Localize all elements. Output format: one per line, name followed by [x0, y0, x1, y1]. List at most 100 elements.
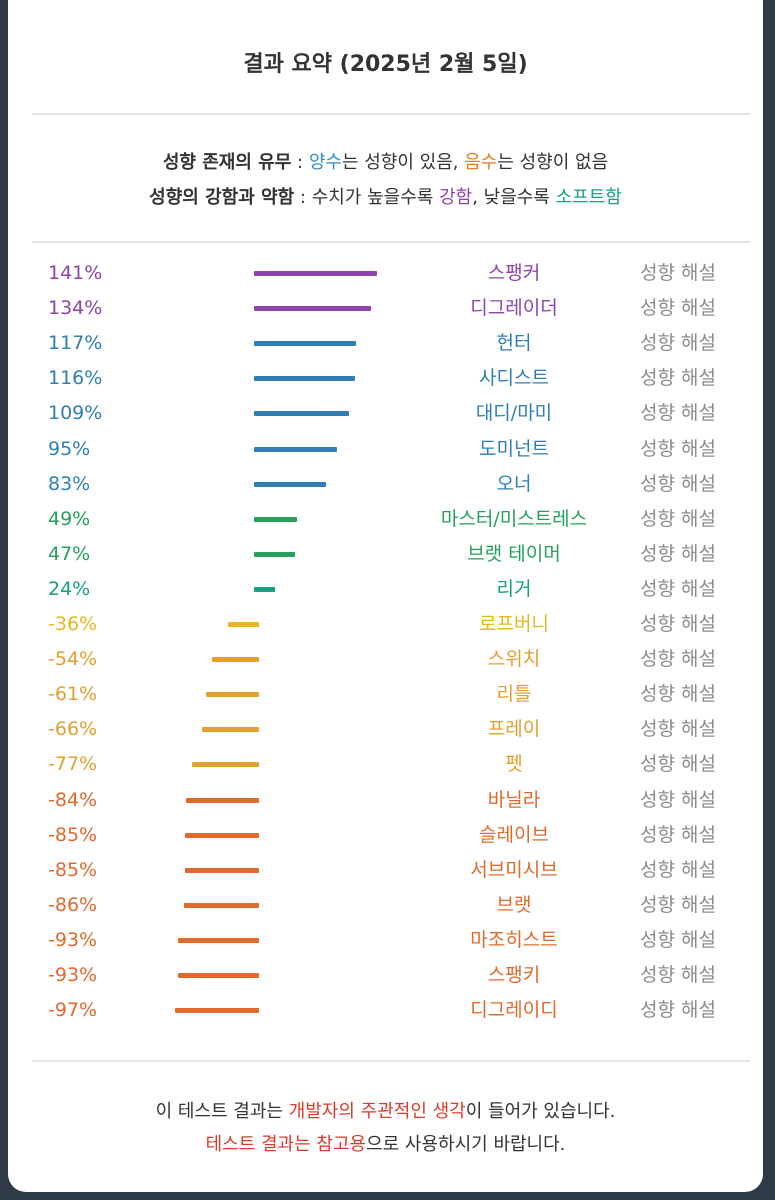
legend-strong-word: 강함: [439, 187, 473, 208]
bar: [254, 446, 337, 452]
legend-sep: :: [294, 187, 312, 208]
bar: [254, 551, 295, 557]
category-label: 바닐라: [487, 788, 541, 811]
value-label: -36%: [48, 613, 98, 635]
legend-soft-word: 소프트함: [555, 187, 622, 208]
value-label: -84%: [48, 788, 98, 811]
category-label: 스팽키: [487, 964, 541, 986]
value-label: 24%: [48, 577, 91, 600]
disclaimer-text: 이 들어가 있습니다.: [465, 1101, 616, 1122]
value-label: 117%: [48, 332, 103, 355]
bar: [178, 973, 259, 978]
explanation-link[interactable]: 성향 해설: [640, 577, 716, 600]
disclaimer-highlight: 테스트 결과는 참고용: [205, 1134, 367, 1155]
explanation-link[interactable]: 성향 해설: [640, 823, 716, 846]
explanation-link[interactable]: 성향 해설: [640, 788, 716, 811]
bar: [254, 411, 349, 417]
legend-negative-text: 는 성향이 없음: [497, 152, 609, 173]
bar: [254, 271, 377, 276]
bar: [254, 376, 355, 382]
explanation-link[interactable]: 성향 해설: [640, 437, 716, 460]
disclaimer-line-1: 이 테스트 결과는 개발자의 주관적인 생각이 들어가 있습니다.: [8, 1097, 763, 1123]
bar: [254, 516, 297, 522]
legend-positive-text: 는 성향이 있음,: [341, 152, 465, 173]
category-label: 디그레이디: [470, 999, 558, 1022]
bar: [212, 657, 259, 663]
category-label: 헌터: [496, 332, 532, 355]
value-label: -93%: [48, 928, 98, 951]
legend-strength: 성향의 강함과 약함 : 수치가 높을수록 강함, 낮을수록 소프트함: [8, 183, 763, 209]
bar: [185, 797, 259, 803]
bar: [178, 937, 259, 943]
bar: [254, 481, 327, 487]
legend-strength-mid: , 낮을수록: [472, 187, 556, 208]
value-label: 116%: [48, 367, 103, 390]
bar: [201, 727, 259, 733]
bar: [185, 867, 259, 873]
category-label: 오너: [496, 472, 532, 495]
divider-middle: [32, 241, 750, 243]
category-label: 프레이: [487, 718, 541, 741]
value-label: 109%: [48, 402, 103, 425]
legend-existence-label: 성향 존재의 유무: [162, 152, 292, 173]
category-label: 대디/마미: [475, 402, 553, 425]
explanation-link[interactable]: 성향 해설: [640, 507, 716, 530]
explanation-link[interactable]: 성향 해설: [640, 718, 716, 741]
explanation-link[interactable]: 성향 해설: [640, 472, 716, 495]
explanation-link[interactable]: 성향 해설: [640, 964, 716, 986]
value-label: 83%: [48, 472, 91, 495]
explanation-link[interactable]: 성향 해설: [640, 858, 716, 881]
category-label: 펫: [505, 753, 523, 776]
legend-negative-word: 음수: [464, 152, 498, 173]
value-label: 134%: [48, 297, 103, 320]
value-label: -66%: [48, 718, 98, 741]
explanation-link[interactable]: 성향 해설: [640, 542, 716, 565]
divider-top: [32, 113, 750, 115]
bar: [227, 622, 259, 627]
category-label: 리틀: [496, 683, 532, 706]
explanation-link[interactable]: 성향 해설: [640, 613, 716, 635]
disclaimer-text: 이 테스트 결과는: [155, 1101, 289, 1122]
value-label: 141%: [48, 262, 103, 284]
disclaimer-highlight: 개발자의 주관적인 생각: [288, 1101, 466, 1122]
explanation-link[interactable]: 성향 해설: [640, 262, 716, 284]
result-card: 결과 요약 (2025년 2월 5일) 성향 존재의 유무 : 양수는 성향이 …: [8, 0, 763, 1192]
value-label: -77%: [48, 753, 98, 776]
explanation-link[interactable]: 성향 해설: [640, 999, 716, 1022]
explanation-link[interactable]: 성향 해설: [640, 928, 716, 951]
value-label: -85%: [48, 858, 98, 881]
disclaimer-text: 으로 사용하시기 바랍니다.: [366, 1134, 566, 1155]
legend-strength-label: 성향의 강함과 약함: [149, 187, 295, 208]
legend-strength-pre: 수치가 높을수록: [311, 187, 440, 208]
bar: [174, 1008, 259, 1014]
bar: [254, 341, 356, 347]
value-label: -61%: [48, 683, 98, 706]
divider-bottom: [32, 1060, 750, 1062]
bar: [192, 762, 259, 768]
value-label: -93%: [48, 964, 98, 986]
explanation-link[interactable]: 성향 해설: [640, 753, 716, 776]
category-label: 서브미시브: [470, 858, 558, 881]
category-label: 마스터/미스트레스: [440, 507, 588, 530]
value-label: 47%: [48, 542, 91, 565]
legend-existence: 성향 존재의 유무 : 양수는 성향이 있음, 음수는 성향이 없음: [8, 148, 763, 174]
category-label: 로프버니: [479, 613, 549, 635]
explanation-link[interactable]: 성향 해설: [640, 402, 716, 425]
bar: [254, 306, 371, 312]
explanation-link[interactable]: 성향 해설: [640, 893, 716, 916]
explanation-link[interactable]: 성향 해설: [640, 367, 716, 390]
category-label: 사디스트: [479, 367, 549, 390]
explanation-link[interactable]: 성향 해설: [640, 648, 716, 671]
category-label: 스팽커: [487, 262, 541, 284]
legend-positive-word: 양수: [308, 152, 342, 173]
explanation-link[interactable]: 성향 해설: [640, 683, 716, 706]
explanation-link[interactable]: 성향 해설: [640, 297, 716, 320]
page-title: 결과 요약 (2025년 2월 5일): [243, 52, 528, 77]
category-label: 슬레이브: [479, 823, 549, 846]
category-label: 브랫 테이머: [467, 542, 561, 565]
value-label: -54%: [48, 648, 98, 671]
value-label: -86%: [48, 893, 98, 916]
bar: [185, 832, 259, 838]
category-label: 도미넌트: [479, 437, 549, 460]
explanation-link[interactable]: 성향 해설: [640, 332, 716, 355]
